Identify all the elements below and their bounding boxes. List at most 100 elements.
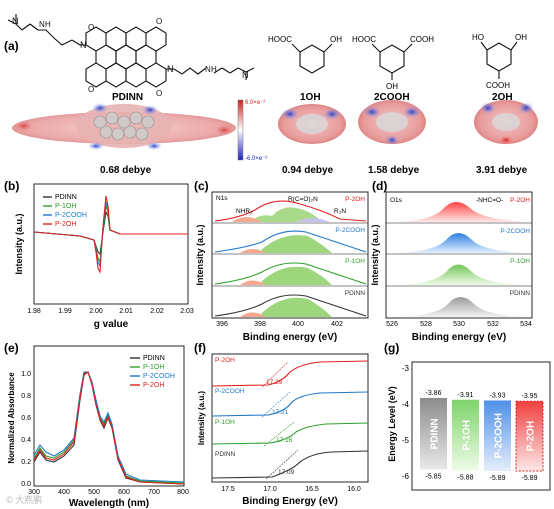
xtick-d-2: 530	[453, 321, 465, 328]
dipole-1oh: 0.94 debye	[282, 165, 334, 176]
xtick-f-3: 16.0	[347, 486, 361, 493]
xtick-e-0: 300	[28, 489, 40, 496]
ytick-e-2: 0.4	[21, 437, 31, 444]
pdinn-o-3: O	[156, 17, 162, 26]
mol-name-pdinn: PDINN	[112, 92, 143, 103]
plot-frame-f	[211, 353, 369, 483]
lumo-label-p-2oh: -3.95	[522, 393, 538, 400]
ytick-g-1: -4	[402, 400, 410, 409]
ylabel-g: Energy Level (eV)	[387, 386, 397, 462]
group-1oh-hooc: HOOC	[268, 35, 292, 44]
sample-c-p1oh: P-1OH	[345, 258, 365, 265]
plot-frame-g	[411, 361, 551, 491]
ytick-e-4: 0.8	[21, 393, 31, 400]
secondary-p1oh	[211, 422, 369, 445]
ylabel-b: Intensity (a.u.)	[14, 213, 24, 274]
sample-d-p2oh: P-2OH	[510, 197, 530, 204]
esr-curves	[33, 195, 188, 275]
esp-scale-min: -6.0×e⁻²	[245, 156, 267, 162]
xtick-e-4: 700	[148, 489, 160, 496]
sample-f-p1oh: P-1OH	[215, 419, 235, 426]
pdinn-o-4: O	[156, 89, 162, 98]
xtick-d-4: 534	[520, 321, 532, 328]
ylabel-c: Intensity (a.u.)	[195, 224, 205, 285]
sample-d-p2cooh: P-2COOH	[500, 228, 530, 235]
o1s-p2oh	[396, 201, 530, 222]
plot-frame-c	[211, 191, 369, 319]
pdinn-nh-right-h: H	[211, 65, 217, 74]
esp-surface-2oh	[474, 100, 538, 145]
legend-b-pdinn: PDINN	[55, 194, 77, 201]
ylabel-e: Normalized Absorbance	[7, 372, 16, 464]
legend-e-p2oh: P-2OH	[143, 382, 164, 389]
lumo-label-pdinn: -3.86	[426, 390, 442, 397]
plot-frame-d	[385, 191, 533, 319]
bar-name-p-2oh: P-2OH	[526, 421, 537, 452]
o1s-pdinn	[396, 297, 530, 317]
pdinn-structure	[7, 14, 255, 88]
xtick-b-0: 1.98	[27, 308, 41, 315]
esp-surface-1oh	[278, 104, 346, 144]
legend-e-p2cooh: P-2COOH	[143, 373, 175, 380]
panel-label-d: (d)	[372, 179, 387, 193]
ylabel-d: Intensity (a.u.)	[370, 224, 380, 285]
sample-d-p1oh: P-1OH	[510, 258, 530, 265]
secondary-pdinn	[211, 450, 369, 479]
core-label-c: N1s	[216, 195, 228, 202]
secondary-p2cooh	[211, 391, 369, 417]
xtick-b-4: 2.02	[150, 308, 164, 315]
panel-label-g: (g)	[384, 341, 399, 355]
xtick-c-2: 400	[292, 321, 304, 328]
peak-label-d: -NHC=O-	[476, 197, 503, 204]
xtick-d-3: 532	[487, 321, 499, 328]
xtick-c-0: 396	[216, 321, 228, 328]
xtick-e-2: 500	[88, 489, 100, 496]
homo-label-pdinn: -5.85	[426, 474, 442, 481]
value-f-p2cooh: 17.21	[272, 409, 289, 416]
homo-label-p-2cooh: -5.89	[490, 475, 506, 482]
secondary-p2oh	[211, 360, 369, 387]
peak-label-imide: R(C=O)₂N	[288, 196, 318, 203]
legend-e-p1oh: P-1OH	[143, 364, 164, 371]
bar-name-p-1oh: P-1OH	[462, 420, 473, 451]
legend-b: PDINN P-1OH P-2COOH P-2OH	[43, 194, 87, 228]
mol-name-2oh: 2OH	[492, 92, 513, 103]
legend-e-pdinn: PDINN	[143, 355, 165, 362]
structure-2oh	[480, 41, 518, 79]
sample-d-pdinn: PDINN	[510, 290, 531, 297]
structure-1oh	[291, 43, 333, 74]
n1s-p2cooh	[214, 230, 367, 253]
xtick-c-3: 402	[331, 321, 343, 328]
peak-label-nhr2: NHR₂	[236, 208, 253, 215]
xtick-f-1: 17.0	[263, 486, 277, 493]
absorbance-curves	[33, 371, 185, 485]
xtick-b-5: 2.03	[180, 308, 194, 315]
sample-c-p2cooh: P-2COOH	[335, 227, 365, 234]
panel-c: (c) N1s NHR₂	[194, 179, 369, 343]
panel-label-e: (e)	[4, 341, 19, 355]
pdinn-imide-n-right: N	[167, 64, 174, 74]
panel-label-a: (a)	[4, 39, 19, 53]
pdinn-amine-n-left: N	[12, 16, 19, 26]
ytick-g-2: -5	[402, 436, 410, 445]
xtick-b-1: 1.99	[58, 308, 72, 315]
group-2cooh-cooh: COOH	[410, 35, 434, 44]
structure-2cooh	[371, 43, 413, 80]
xtick-d-0: 526	[386, 321, 398, 328]
lumo-label-p-1oh: -3.91	[458, 392, 474, 399]
ytick-e-1: 0.2	[21, 459, 31, 466]
n1s-p2oh	[214, 200, 367, 222]
homo-label-p-2oh: -5.89	[522, 475, 538, 482]
mol-name-2cooh: 2COOH	[374, 92, 410, 103]
xtick-b-3: 2.01	[119, 308, 133, 315]
xlabel-e: Wavelength (nm)	[69, 498, 149, 509]
sample-f-pdinn: PDINN	[215, 451, 236, 458]
panel-label-f: (f)	[194, 341, 206, 355]
panel-e: (e) PDINN P-1OH P-2COOH P-2OH 0.0 0.2 0.…	[4, 341, 189, 509]
panel-g: (g) -3 -4 -5 -6 Energy Level (eV) -3.86-…	[384, 341, 551, 491]
peak-label-r3n: R₃N	[334, 208, 346, 215]
legend-b-p2cooh: P-2COOH	[55, 212, 87, 219]
group-2oh-oh: OH	[515, 33, 527, 42]
n1s-pdinn	[214, 294, 367, 317]
